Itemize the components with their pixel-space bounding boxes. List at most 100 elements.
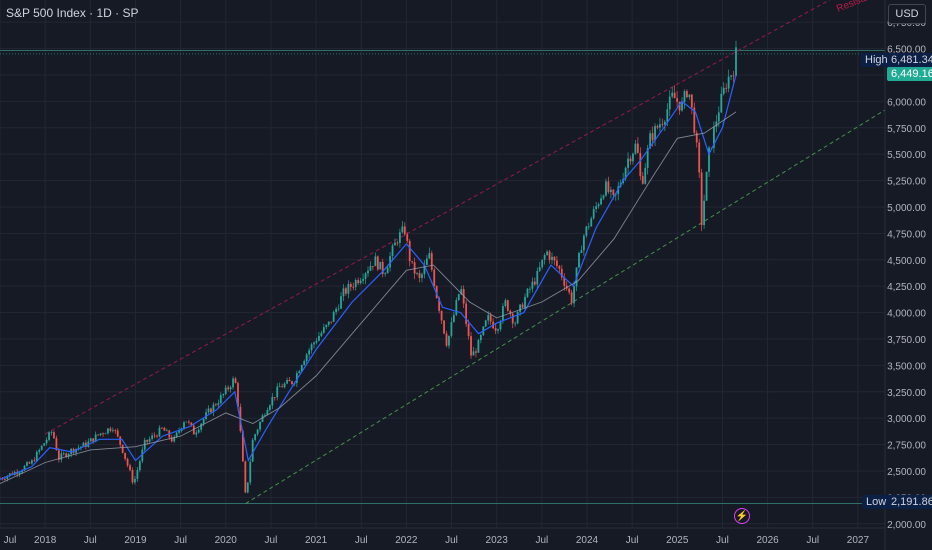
candle-body	[26, 462, 28, 466]
candle-body	[40, 445, 43, 450]
x-tick-label: Jul	[535, 535, 548, 546]
candle-body	[558, 266, 561, 269]
candle-body	[556, 260, 558, 267]
candle-body	[30, 460, 33, 464]
candle-body	[224, 387, 227, 395]
candle-body	[53, 432, 55, 439]
candle-body	[210, 408, 212, 413]
candle-body	[18, 472, 21, 475]
candle-body	[256, 429, 259, 435]
candle-body	[283, 383, 286, 388]
y-tick-label: 4,000.00	[887, 309, 926, 320]
candle-body	[698, 142, 701, 173]
candle-body	[251, 439, 254, 462]
candle-body	[376, 256, 379, 270]
candle-body	[165, 430, 168, 432]
candle-body	[457, 294, 460, 301]
candle-body	[448, 335, 450, 346]
x-tick-label: Jul	[445, 535, 458, 546]
candle-body	[310, 344, 313, 351]
candle-body	[506, 300, 509, 311]
candle-body	[327, 321, 330, 325]
x-tick-label: 2026	[756, 535, 779, 546]
candle-body	[65, 453, 68, 457]
candle-body	[568, 288, 571, 293]
candle-body	[394, 242, 396, 246]
currency-button[interactable]: USD	[888, 4, 926, 24]
candle-body	[421, 274, 423, 278]
candle-body	[641, 176, 644, 184]
candle-body	[232, 378, 234, 388]
lightning-bolt-icon[interactable]: ⚡	[734, 508, 750, 524]
candle-body	[428, 253, 431, 259]
candle-body	[597, 204, 600, 207]
candle-body	[273, 397, 276, 398]
candle-body	[77, 447, 80, 449]
x-tick-label: 2021	[305, 535, 328, 546]
candle-body	[340, 296, 342, 309]
candle-body	[234, 378, 237, 384]
candle-body	[349, 284, 352, 287]
candle-body	[357, 280, 360, 284]
candle-body	[499, 321, 502, 330]
candle-body	[278, 386, 281, 388]
candle-body	[107, 428, 109, 434]
candle-body	[111, 430, 114, 432]
candle-body	[381, 261, 384, 274]
candle-body	[158, 427, 161, 437]
candle-body	[713, 126, 715, 148]
candle-body	[435, 286, 438, 298]
candle-body	[386, 267, 389, 274]
y-tick-label: 2,500.00	[887, 467, 926, 478]
time-axis[interactable]: Jul 2018 Jul 2019 Jul 2020 Jul 2021 Jul 2022 Jul 20…	[4, 535, 870, 546]
x-tick-label: 2025	[666, 535, 689, 546]
y-tick-label: 5,250.00	[887, 177, 926, 188]
candle-body	[472, 351, 475, 356]
candle-body	[661, 124, 664, 126]
candle-body	[514, 323, 517, 325]
x-tick-label: 2027	[847, 535, 870, 546]
candle-body	[67, 454, 70, 457]
candle-body	[38, 449, 41, 452]
candle-body	[222, 394, 225, 396]
candle-body	[109, 428, 112, 431]
candle-body	[497, 329, 499, 331]
candle-body	[452, 314, 455, 323]
candle-body	[161, 427, 163, 429]
candle-body	[33, 460, 36, 462]
candle-body	[681, 101, 683, 111]
candle-body	[170, 437, 173, 442]
candle-body	[391, 245, 394, 257]
high-value: 6,481.34	[887, 53, 932, 67]
candle-body	[656, 126, 659, 128]
candle-body	[695, 132, 698, 143]
candle-body	[156, 435, 158, 437]
candle-body	[440, 310, 443, 321]
candle-body	[249, 461, 252, 483]
candle-body	[320, 332, 323, 337]
candle-body	[720, 93, 723, 113]
candle-body	[543, 255, 546, 260]
candle-body	[587, 226, 590, 228]
candle-body	[325, 324, 328, 328]
candle-body	[646, 148, 649, 168]
candle-body	[676, 98, 679, 102]
candle-body	[322, 327, 325, 333]
candle-body	[504, 300, 507, 307]
candle-body	[23, 465, 26, 471]
candle-body	[398, 232, 401, 243]
candle-body	[580, 250, 583, 253]
candle-body	[470, 336, 472, 356]
candle-body	[268, 405, 271, 410]
candle-body	[489, 315, 492, 322]
candle-body	[722, 87, 725, 94]
candle-body	[138, 461, 141, 471]
candle-body	[595, 206, 598, 210]
candle-body	[644, 167, 647, 184]
candle-body	[411, 261, 414, 263]
candle-body	[570, 292, 573, 304]
candle-body	[678, 101, 681, 111]
candle-body	[313, 342, 315, 345]
candle-body	[511, 313, 514, 324]
